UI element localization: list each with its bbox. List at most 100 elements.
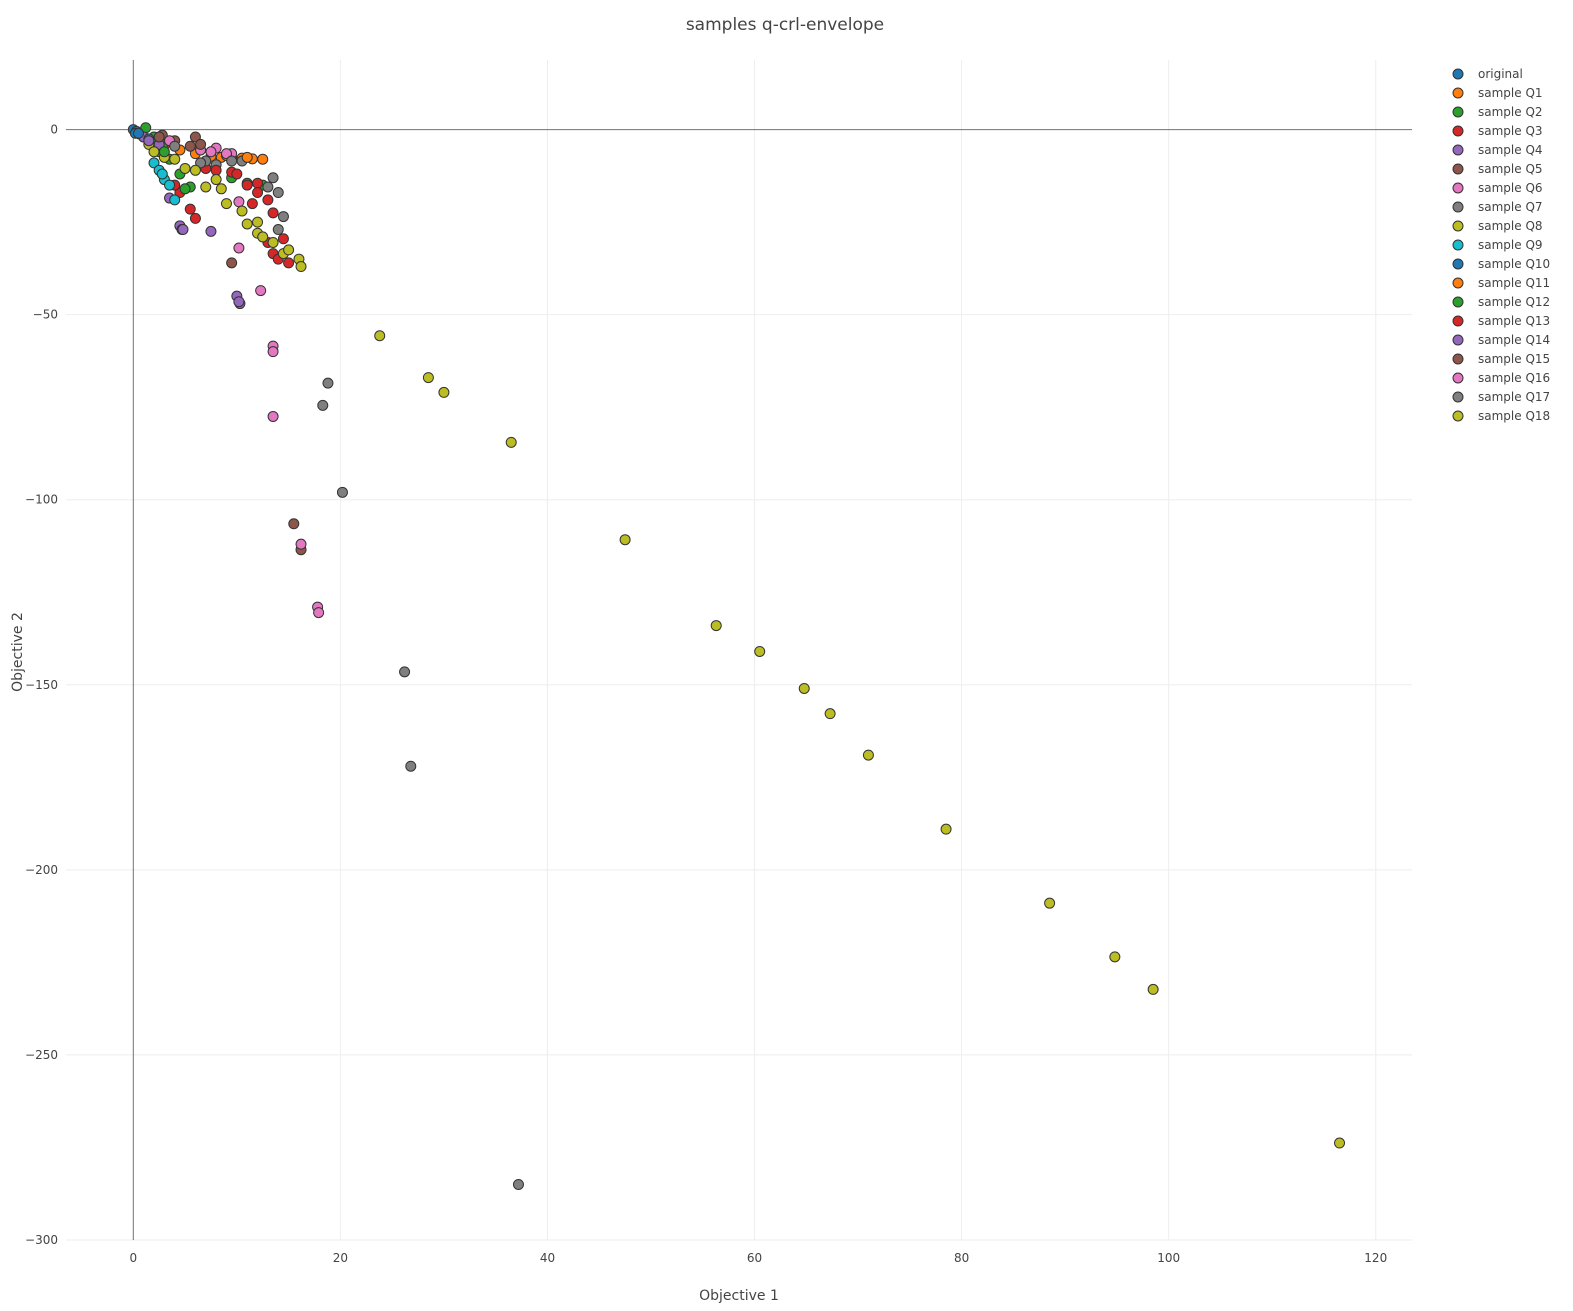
data-point[interactable] <box>215 183 227 195</box>
data-point[interactable] <box>317 399 329 411</box>
data-point[interactable] <box>241 218 253 230</box>
data-point[interactable] <box>505 436 517 448</box>
data-point[interactable] <box>169 140 181 152</box>
data-point[interactable] <box>295 261 307 273</box>
data-point[interactable] <box>226 155 238 167</box>
data-point[interactable] <box>205 225 217 237</box>
data-point[interactable] <box>252 187 264 199</box>
data-point[interactable] <box>184 140 196 152</box>
data-point[interactable] <box>179 162 191 174</box>
data-point[interactable] <box>267 410 279 422</box>
data-point[interactable] <box>169 153 181 165</box>
data-point[interactable] <box>1044 897 1056 909</box>
data-point[interactable] <box>283 257 295 269</box>
data-point[interactable] <box>210 164 222 176</box>
data-point[interactable] <box>754 645 766 657</box>
data-point[interactable] <box>267 172 279 184</box>
data-point[interactable] <box>220 148 232 160</box>
legend-item[interactable]: sample Q13 <box>1452 314 1550 328</box>
legend-item[interactable]: sample Q7 <box>1452 200 1543 214</box>
data-point[interactable] <box>283 244 295 256</box>
data-point[interactable] <box>179 183 191 195</box>
legend[interactable]: original sample Q1 sample Q2 sample Q3 sampl… <box>1452 67 1550 423</box>
legend-item[interactable]: sample Q2 <box>1452 105 1543 119</box>
data-point[interactable] <box>1334 1137 1346 1149</box>
legend-item[interactable]: sample Q16 <box>1452 371 1550 385</box>
data-point[interactable] <box>272 224 284 236</box>
data-point[interactable] <box>184 203 196 215</box>
data-point[interactable] <box>262 194 274 206</box>
data-point[interactable] <box>231 168 243 180</box>
data-point[interactable] <box>236 205 248 217</box>
data-point[interactable] <box>267 207 279 219</box>
data-point[interactable] <box>241 151 253 163</box>
data-point[interactable] <box>252 216 264 228</box>
legend-item[interactable]: sample Q9 <box>1452 238 1543 252</box>
data-point[interactable] <box>267 236 279 248</box>
data-point[interactable] <box>257 153 269 165</box>
data-point[interactable] <box>177 224 189 236</box>
data-point[interactable] <box>205 146 217 158</box>
data-point[interactable] <box>438 386 450 398</box>
legend-item[interactable]: sample Q15 <box>1452 352 1550 366</box>
data-point[interactable] <box>277 233 289 245</box>
data-point[interactable] <box>132 127 144 139</box>
data-point[interactable] <box>313 607 325 619</box>
data-point[interactable] <box>156 168 168 180</box>
data-point[interactable] <box>252 177 264 189</box>
data-point[interactable] <box>1147 983 1159 995</box>
data-point[interactable] <box>233 196 245 208</box>
data-point[interactable] <box>399 666 411 678</box>
data-point[interactable] <box>200 181 212 193</box>
data-point[interactable] <box>405 760 417 772</box>
data-point[interactable] <box>288 518 300 530</box>
data-point[interactable] <box>257 231 269 243</box>
data-point[interactable] <box>241 179 253 191</box>
data-point[interactable] <box>512 1178 524 1190</box>
data-point[interactable] <box>619 534 631 546</box>
data-point[interactable] <box>246 198 258 210</box>
legend-item[interactable]: sample Q4 <box>1452 143 1543 157</box>
data-point[interactable] <box>267 346 279 358</box>
data-point[interactable] <box>255 285 267 297</box>
data-point[interactable] <box>262 181 274 193</box>
data-point[interactable] <box>210 174 222 186</box>
data-point[interactable] <box>148 157 160 169</box>
data-point[interactable] <box>233 242 245 254</box>
legend-item[interactable]: sample Q8 <box>1452 219 1543 233</box>
data-point[interactable] <box>164 179 176 191</box>
data-point[interactable] <box>272 187 284 199</box>
data-point[interactable] <box>158 146 170 158</box>
legend-item[interactable]: sample Q6 <box>1452 181 1543 195</box>
legend-item[interactable]: sample Q1 <box>1452 86 1543 100</box>
data-point[interactable] <box>148 146 160 158</box>
data-point[interactable] <box>824 708 836 720</box>
data-point[interactable] <box>322 377 334 389</box>
data-point[interactable] <box>195 138 207 150</box>
data-point[interactable] <box>277 211 289 223</box>
data-point[interactable] <box>153 131 165 143</box>
legend-item[interactable]: sample Q17 <box>1452 390 1550 404</box>
data-point[interactable] <box>189 131 201 143</box>
legend-item[interactable]: sample Q14 <box>1452 333 1550 347</box>
data-point[interactable] <box>798 682 810 694</box>
data-point[interactable] <box>374 330 386 342</box>
legend-item[interactable]: sample Q12 <box>1452 295 1550 309</box>
legend-item[interactable]: sample Q18 <box>1452 409 1550 423</box>
legend-item[interactable]: sample Q5 <box>1452 162 1543 176</box>
data-point[interactable] <box>189 164 201 176</box>
data-point[interactable] <box>710 620 722 632</box>
data-point[interactable] <box>143 135 155 147</box>
legend-item[interactable]: original <box>1452 67 1523 81</box>
data-point[interactable] <box>862 749 874 761</box>
data-point[interactable] <box>1109 951 1121 963</box>
data-point[interactable] <box>233 296 245 308</box>
legend-item[interactable]: sample Q10 <box>1452 257 1550 271</box>
data-point[interactable] <box>220 198 232 210</box>
data-point[interactable] <box>226 257 238 269</box>
data-point[interactable] <box>940 823 952 835</box>
data-point[interactable] <box>422 372 434 384</box>
data-point[interactable] <box>169 194 181 206</box>
data-point[interactable] <box>189 212 201 224</box>
legend-item[interactable]: sample Q11 <box>1452 276 1550 290</box>
